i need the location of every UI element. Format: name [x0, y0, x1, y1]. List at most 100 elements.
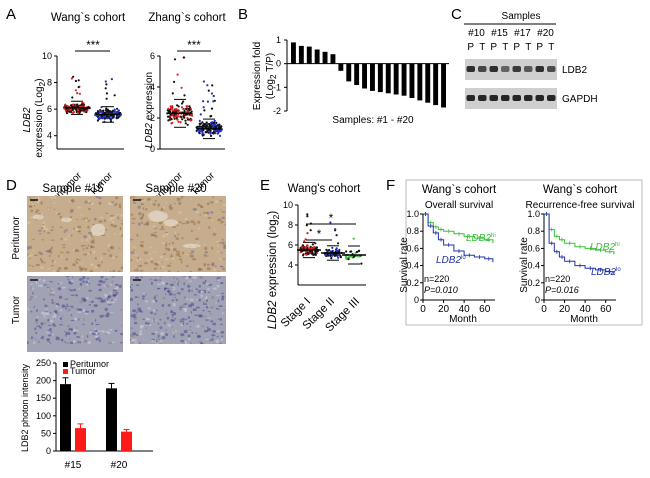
panel-e-point: [302, 254, 305, 257]
micrograph-texture-speck: [156, 283, 161, 286]
micrograph-texture-speck: [70, 294, 75, 296]
panel-c-lane-label: P: [490, 42, 497, 53]
micrograph-texture-speck: [199, 276, 201, 277]
panel-a-right-point: [173, 58, 177, 61]
micrograph-texture-speck: [94, 319, 97, 322]
micrograph-texture-speck: [90, 329, 92, 332]
micrograph-texture-speck: [145, 327, 148, 330]
panel-f-right-ytick-label: 0.6: [527, 243, 540, 253]
micrograph-texture-speck: [165, 241, 167, 244]
micrograph-texture-speck: [174, 202, 176, 205]
micrograph-texture-speck: [116, 213, 119, 216]
micrograph-texture-speck: [39, 278, 42, 281]
micrograph-texture-speck: [85, 297, 89, 300]
micrograph-texture-speck: [141, 295, 146, 298]
micrograph-texture-speck: [73, 305, 77, 308]
panel-a-left-point: [115, 111, 118, 115]
panel-e-point: [360, 262, 363, 265]
micrograph-texture-speck: [142, 200, 146, 202]
micrograph-texture-speck: [72, 263, 76, 267]
panel-e-point: [329, 221, 332, 224]
panel-a-right-point: [201, 124, 205, 127]
panel-a-left-point: [117, 110, 120, 113]
panel-c-sample-label: #17: [514, 28, 531, 39]
micrograph-texture-speck: [35, 295, 37, 298]
panel-a-right-point: [184, 122, 187, 125]
micrograph-texture-speck: [40, 322, 44, 326]
micrograph-texture-speck: [50, 288, 52, 292]
micrograph-texture-speck: [148, 278, 153, 281]
micrograph-texture-speck: [171, 226, 177, 228]
micrograph-texture-speck: [65, 276, 70, 278]
micrograph-texture-speck: [49, 312, 51, 314]
micrograph-texture-speck: [153, 227, 158, 229]
micrograph-texture-speck: [59, 226, 63, 229]
micrograph-texture-speck: [77, 230, 81, 233]
panel-f-left-ytick-label: 0.2: [406, 278, 419, 288]
micrograph-texture-speck: [159, 255, 164, 259]
micrograph-texture-speck: [44, 304, 47, 308]
panel-a-right-point: [170, 107, 173, 110]
micrograph-texture-speck: [187, 337, 191, 341]
micrograph-texture-speck: [54, 310, 58, 314]
panel-d-ytick-label: 150: [36, 393, 51, 403]
panel-a-right-point: [210, 121, 213, 124]
panel-a-right-point: [198, 130, 201, 133]
micrograph-texture-speck: [94, 257, 97, 260]
micrograph-texture-speck: [154, 199, 157, 202]
micrograph-texture-speck: [56, 212, 61, 216]
micrograph-texture-speck: [103, 293, 108, 297]
micrograph-texture-speck: [173, 335, 175, 338]
micrograph-texture-speck: [77, 259, 81, 261]
panel-a-left-point: [74, 79, 77, 83]
micrograph-peritumor-15: [27, 196, 123, 272]
micrograph-texture-speck: [35, 331, 38, 335]
panel-a-left-point: [105, 110, 108, 113]
micrograph-texture-speck: [97, 264, 101, 268]
micrograph-texture-speck: [179, 318, 182, 321]
panel-a-left-ytick-label: 4: [47, 131, 52, 141]
micrograph-texture-speck: [207, 328, 211, 332]
micrograph-texture-speck: [195, 306, 200, 309]
micrograph-texture-speck: [144, 262, 148, 265]
micrograph-texture-speck: [215, 339, 219, 343]
micrograph-texture-speck: [158, 279, 162, 281]
micrograph-texture-speck: [97, 297, 102, 300]
micrograph-texture-speck: [140, 198, 144, 201]
panel-a-right-point: [171, 92, 174, 95]
micrograph-texture-speck: [80, 239, 83, 241]
micrograph-texture-speck: [83, 235, 87, 239]
micrograph-texture-speck: [75, 219, 79, 220]
panel-e-point: [335, 234, 338, 237]
panel-a-right-ytick-label: 4: [150, 82, 155, 92]
panel-a-left-point: [74, 108, 77, 111]
micrograph-texture-speck: [120, 332, 123, 336]
micrograph-texture-speck: [30, 209, 34, 213]
micrograph-texture-speck: [59, 317, 62, 321]
panel-e-point: [305, 224, 308, 227]
micrograph-texture-speck: [138, 264, 143, 268]
micrograph-texture-speck: [209, 265, 213, 267]
panel-a-right-points: [166, 56, 223, 140]
panel-a-right-point: [211, 123, 214, 126]
micrograph-texture-speck: [65, 306, 69, 308]
panel-f-right-xtick-label: 40: [580, 304, 592, 315]
micrograph-texture-speck: [112, 224, 118, 228]
micrograph-texture-speck: [192, 308, 197, 311]
panel-f-right-xtick-label: 60: [600, 304, 612, 315]
micrograph-texture-speck: [199, 213, 201, 216]
micrograph-texture-speck: [175, 298, 178, 302]
micrograph-texture-speck: [193, 289, 195, 292]
micrograph-texture-speck: [190, 220, 195, 224]
panel-d-ytick-label: 0: [46, 446, 51, 456]
micrograph-texture-speck: [153, 262, 158, 265]
micrograph-texture-speck: [204, 246, 208, 251]
panel-d-bar: [106, 388, 117, 451]
micrograph-texture-speck: [50, 239, 55, 241]
micrograph-texture-speck: [207, 326, 209, 329]
panel-b-bar: [354, 63, 360, 85]
panel-a-right-point: [212, 100, 215, 103]
panel-a-right-point: [170, 118, 173, 121]
micrograph-texture-speck: [85, 218, 88, 222]
micrograph-texture-speck: [51, 299, 54, 302]
